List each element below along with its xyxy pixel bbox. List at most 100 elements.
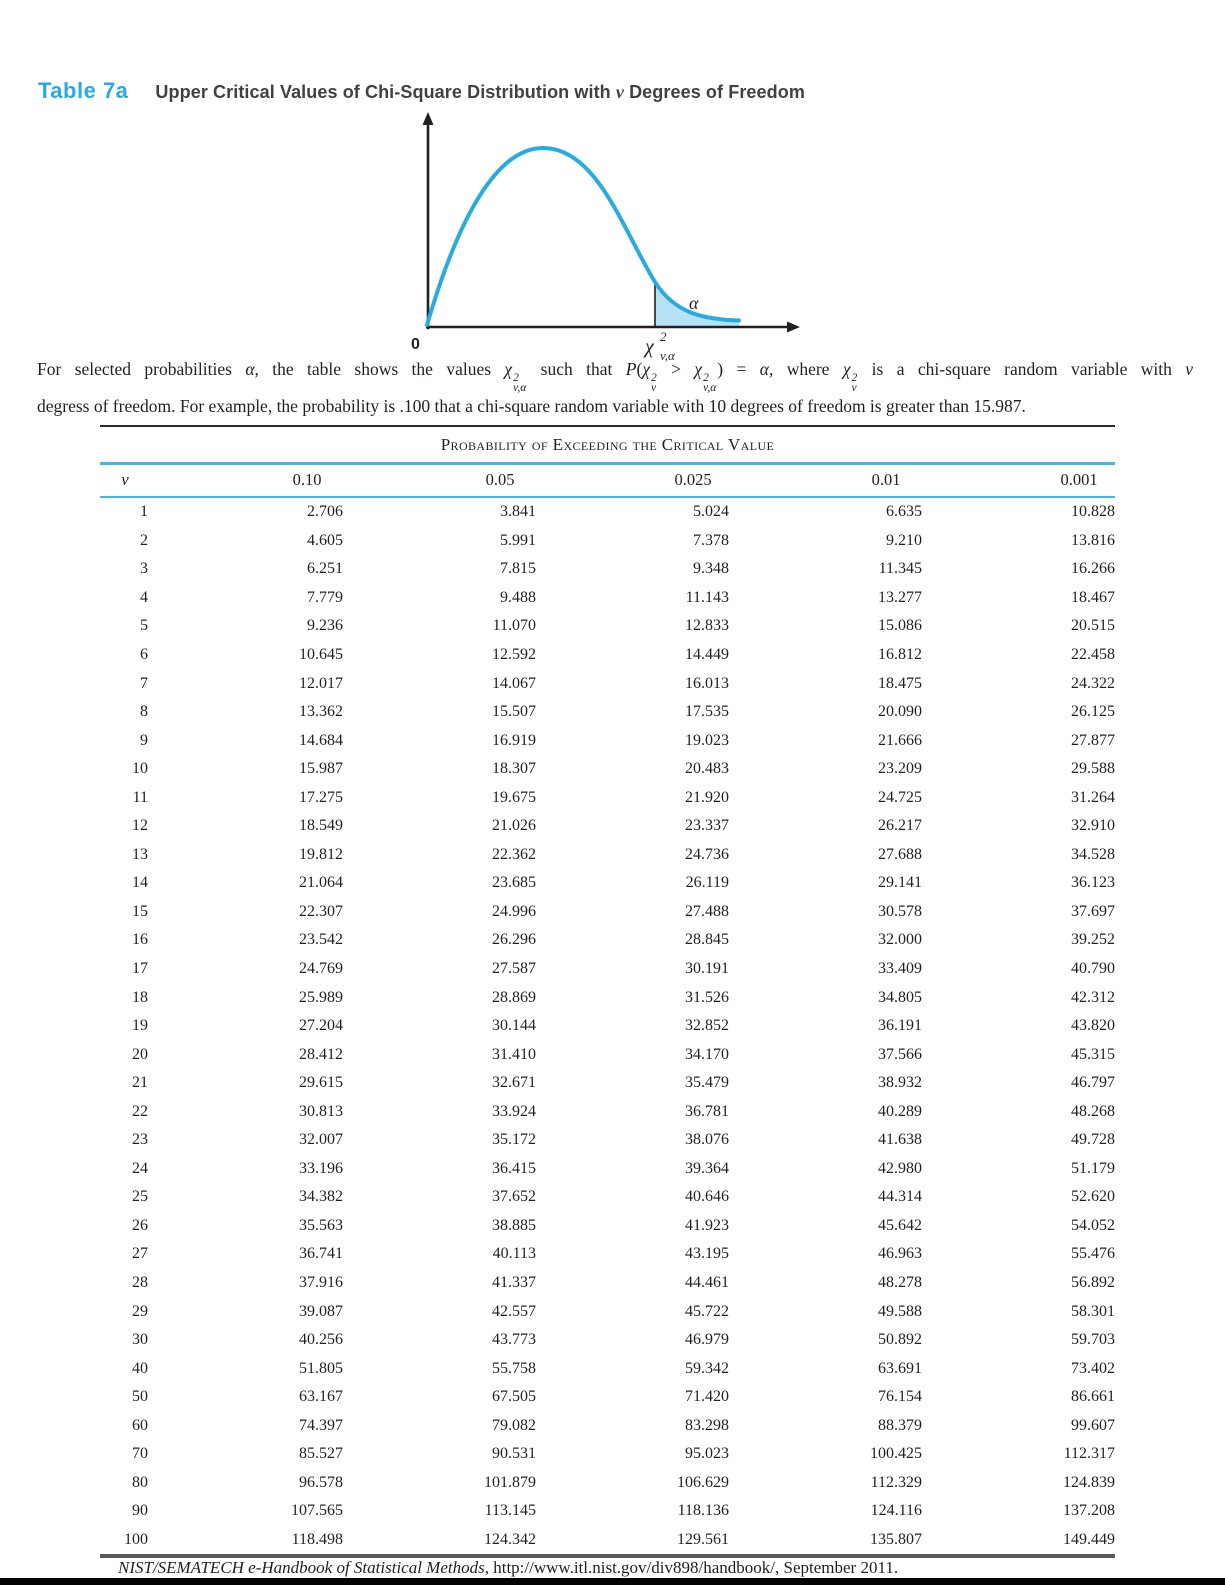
table-row: 60 74.397 79.082 83.298 88.379 99.607 <box>100 1412 1115 1441</box>
cell-critical-value: 95.023 <box>685 1445 729 1463</box>
cell-critical-value: 11.143 <box>685 588 729 606</box>
cell-df: 22 <box>132 1102 148 1120</box>
cell-df: 19 <box>132 1017 148 1035</box>
cell-critical-value: 52.620 <box>1071 1188 1115 1206</box>
cell-critical-value: 23.542 <box>299 931 343 949</box>
cell-critical-value: 30.578 <box>878 902 922 920</box>
cell-critical-value: 6.635 <box>886 503 922 521</box>
cell-critical-value: 55.476 <box>1071 1245 1115 1263</box>
cell-critical-value: 118.498 <box>291 1530 343 1548</box>
table-row: 29 39.087 42.557 45.722 49.588 58.301 <box>100 1297 1115 1326</box>
cell-critical-value: 20.090 <box>878 703 922 721</box>
cell-critical-value: 15.507 <box>492 703 536 721</box>
col-header: 0.10 <box>292 470 322 489</box>
cell-critical-value: 41.337 <box>492 1274 536 1292</box>
cell-critical-value: 36.123 <box>1071 874 1115 892</box>
table-row: 3 6.251 7.815 9.348 11.345 16.266 <box>100 555 1115 584</box>
cell-critical-value: 38.885 <box>492 1216 536 1234</box>
cell-critical-value: 51.805 <box>299 1359 343 1377</box>
cell-critical-value: 37.916 <box>299 1274 343 1292</box>
table-row: 10 15.987 18.307 20.483 23.209 29.588 <box>100 755 1115 784</box>
cell-critical-value: 20.483 <box>685 760 729 778</box>
cyan-rule-lower <box>100 495 1115 498</box>
table-bottom-rule <box>100 1554 1115 1559</box>
cell-df: 6 <box>140 646 148 663</box>
description-paragraph: For selected probabilities α, the table … <box>37 357 1193 419</box>
cell-critical-value: 35.563 <box>299 1216 343 1234</box>
cell-critical-value: 18.475 <box>878 674 922 692</box>
cell-critical-value: 46.797 <box>1071 1074 1115 1092</box>
critical-value-chi-label: χ <box>643 336 655 358</box>
cell-critical-value: 46.979 <box>685 1331 729 1349</box>
cell-critical-value: 12.592 <box>492 646 536 663</box>
cell-critical-value: 21.026 <box>492 817 536 835</box>
cell-critical-value: 16.812 <box>878 646 922 663</box>
cell-critical-value: 51.179 <box>1071 1159 1115 1177</box>
table-row: 27 36.741 40.113 43.195 46.963 55.476 <box>100 1240 1115 1269</box>
cell-critical-value: 16.266 <box>1071 560 1115 578</box>
cell-critical-value: 13.816 <box>1071 531 1115 549</box>
cell-critical-value: 36.741 <box>299 1245 343 1263</box>
cell-critical-value: 22.362 <box>492 845 536 863</box>
cell-critical-value: 7.779 <box>307 588 343 606</box>
table-row: 22 30.813 33.924 36.781 40.289 48.268 <box>100 1097 1115 1126</box>
cell-df: 10 <box>132 760 148 778</box>
cell-df: 25 <box>132 1188 148 1206</box>
cell-critical-value: 118.136 <box>677 1502 729 1520</box>
cell-critical-value: 22.458 <box>1071 646 1115 663</box>
cell-critical-value: 43.195 <box>685 1245 729 1263</box>
table-row: 19 27.204 30.144 32.852 36.191 43.820 <box>100 1012 1115 1041</box>
cell-critical-value: 24.996 <box>492 902 536 920</box>
cell-df: 13 <box>132 845 148 863</box>
origin-label: 0 <box>411 336 420 353</box>
table-row: 13 19.812 22.362 24.736 27.688 34.528 <box>100 841 1115 870</box>
cell-critical-value: 112.317 <box>1063 1445 1115 1463</box>
cell-critical-value: 14.684 <box>299 731 343 749</box>
cell-critical-value: 63.691 <box>878 1359 922 1377</box>
cell-df: 80 <box>132 1473 148 1491</box>
cell-critical-value: 55.758 <box>492 1359 536 1377</box>
cell-critical-value: 14.067 <box>492 674 536 692</box>
table-row: 2 4.605 5.991 7.378 9.210 13.816 <box>100 527 1115 556</box>
cell-critical-value: 40.256 <box>299 1331 343 1349</box>
description-line-2: degress of freedom. For example, the pro… <box>37 395 1026 416</box>
cell-critical-value: 29.588 <box>1071 760 1115 778</box>
cell-critical-value: 24.322 <box>1071 674 1115 692</box>
cell-critical-value: 33.196 <box>299 1159 343 1177</box>
cell-critical-value: 13.277 <box>878 588 922 606</box>
table-row: 28 37.916 41.337 44.461 48.278 56.892 <box>100 1269 1115 1298</box>
table-row: 80 96.578 101.879 106.629 112.329 124.839 <box>100 1469 1115 1498</box>
cell-critical-value: 63.167 <box>299 1388 343 1406</box>
table-row: 18 25.989 28.869 31.526 34.805 42.312 <box>100 983 1115 1012</box>
cell-critical-value: 34.382 <box>299 1188 343 1206</box>
cell-critical-value: 15.987 <box>299 760 343 778</box>
cell-critical-value: 19.675 <box>492 788 536 806</box>
cell-critical-value: 23.337 <box>685 817 729 835</box>
cell-df: 4 <box>140 588 148 606</box>
cell-critical-value: 35.479 <box>685 1074 729 1092</box>
cell-df: 15 <box>132 902 148 920</box>
cell-critical-value: 86.661 <box>1071 1388 1115 1406</box>
cell-critical-value: 100.425 <box>870 1445 922 1463</box>
cell-critical-value: 42.557 <box>492 1302 536 1320</box>
table-row: 21 29.615 32.671 35.479 38.932 46.797 <box>100 1069 1115 1098</box>
cell-critical-value: 28.845 <box>685 931 729 949</box>
cell-critical-value: 28.412 <box>299 1045 343 1063</box>
cell-critical-value: 54.052 <box>1071 1216 1115 1234</box>
heading: Table 7a Upper Critical Values of Chi-Sq… <box>38 78 805 104</box>
table-row: 25 34.382 37.652 40.646 44.314 52.620 <box>100 1183 1115 1212</box>
cell-critical-value: 36.191 <box>878 1017 922 1035</box>
cell-critical-value: 6.251 <box>307 560 343 578</box>
table-row: 11 17.275 19.675 21.920 24.725 31.264 <box>100 783 1115 812</box>
cell-critical-value: 31.526 <box>685 988 729 1006</box>
cell-critical-value: 113.145 <box>484 1502 536 1520</box>
cell-critical-value: 30.813 <box>299 1102 343 1120</box>
table-row: 8 13.362 15.507 17.535 20.090 26.125 <box>100 698 1115 727</box>
cell-df: 3 <box>140 560 148 578</box>
cell-critical-value: 34.805 <box>878 988 922 1006</box>
cell-critical-value: 137.208 <box>1063 1502 1115 1520</box>
cell-critical-value: 12.017 <box>299 674 343 692</box>
cell-critical-value: 20.515 <box>1071 617 1115 635</box>
table-row: 7 12.017 14.067 16.013 18.475 24.322 <box>100 669 1115 698</box>
